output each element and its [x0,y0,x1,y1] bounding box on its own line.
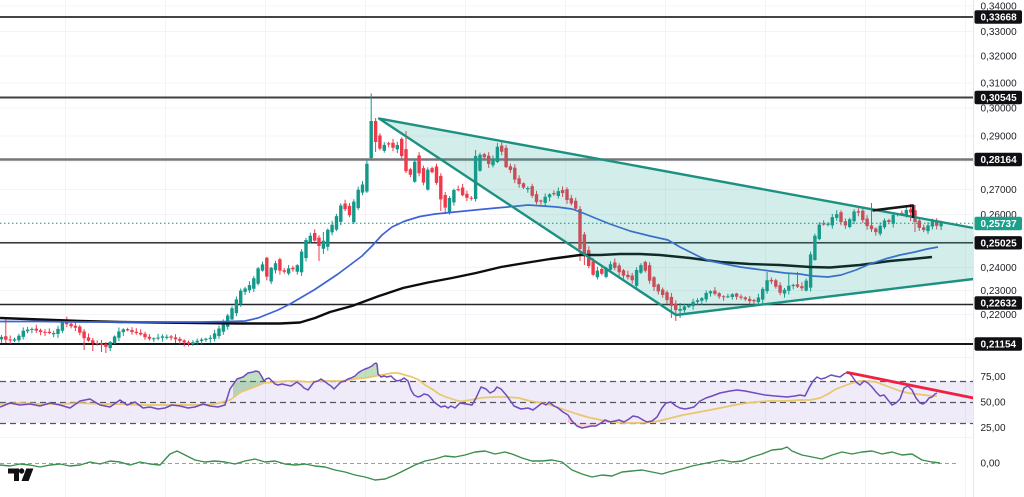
svg-text:50,00: 50,00 [981,398,1006,409]
svg-text:25,00: 25,00 [981,423,1006,434]
svg-text:0,34000: 0,34000 [981,2,1018,13]
svg-text:0,25737: 0,25737 [981,219,1018,230]
svg-text:0,32000: 0,32000 [981,52,1018,63]
svg-text:0,23000: 0,23000 [981,286,1018,297]
svg-text:0,00: 0,00 [981,459,1001,470]
svg-text:0,33000: 0,33000 [981,27,1018,38]
svg-text:0,27000: 0,27000 [981,185,1018,196]
svg-text:0,30545: 0,30545 [981,93,1018,104]
svg-text:0,24000: 0,24000 [981,263,1018,274]
svg-text:75,00: 75,00 [981,372,1006,383]
svg-text:0,22632: 0,22632 [981,299,1018,310]
svg-text:0,31000: 0,31000 [981,79,1018,90]
svg-text:0,33668: 0,33668 [981,13,1018,24]
svg-text:0,29000: 0,29000 [981,132,1018,143]
svg-text:0,28164: 0,28164 [981,155,1018,166]
svg-text:0,25025: 0,25025 [981,238,1018,249]
svg-text:0,26000: 0,26000 [981,210,1018,221]
svg-text:0,22000: 0,22000 [981,310,1018,321]
svg-text:0,21154: 0,21154 [981,340,1017,351]
svg-text:0,30000: 0,30000 [981,104,1018,115]
